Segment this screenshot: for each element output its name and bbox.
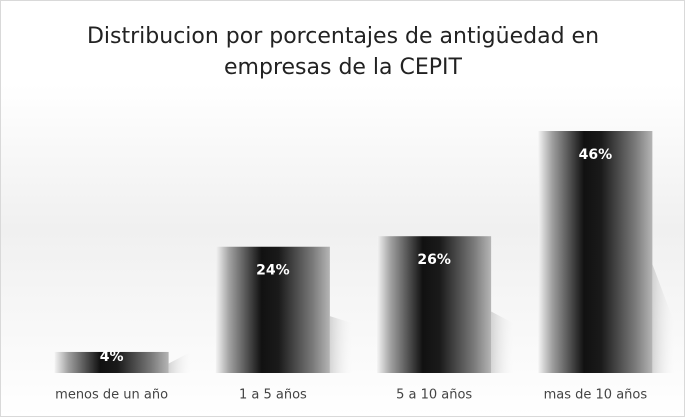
- bar: [54, 351, 169, 373]
- data-label: 24%: [256, 263, 290, 279]
- bar-shadow: [652, 264, 675, 373]
- bar-shadow: [329, 316, 352, 373]
- x-tick-label: 5 a 10 años: [396, 388, 472, 403]
- x-tick-label: mas de 10 años: [544, 388, 648, 403]
- bar: [377, 236, 492, 373]
- data-label: 46%: [579, 147, 613, 163]
- bar-shadow: [491, 311, 514, 373]
- data-label: 4%: [100, 349, 124, 365]
- bar: [215, 246, 330, 373]
- data-label: 26%: [417, 252, 451, 268]
- bar-shadow: [168, 351, 191, 373]
- x-tick-label: 1 a 5 años: [239, 388, 307, 403]
- bar: [538, 131, 653, 373]
- x-tick-label: menos de un año: [55, 388, 168, 403]
- chart-title: Distribucion por porcentajes de antigüed…: [86, 24, 600, 80]
